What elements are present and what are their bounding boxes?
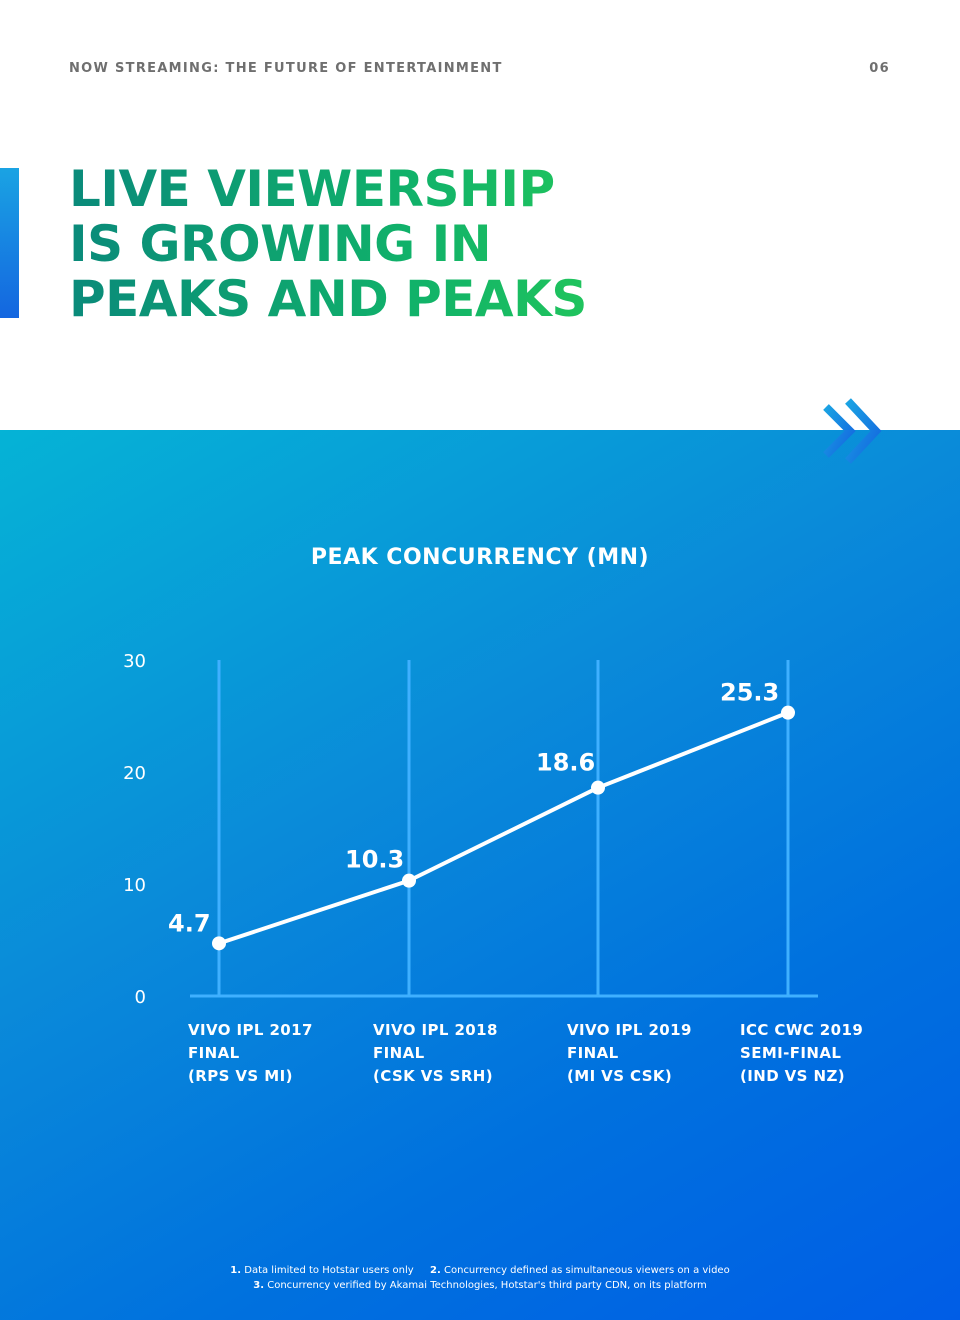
footnote-row-1: 1. Data limited to Hotstar users only 2.… bbox=[0, 1263, 960, 1278]
data-label-3: 18.6 bbox=[536, 749, 595, 777]
footnote-row-2: 3. Concurrency verified by Akamai Techno… bbox=[0, 1278, 960, 1293]
data-point-3 bbox=[591, 780, 605, 795]
x-category-label-2-line-3: (CSK VS SRH) bbox=[373, 1067, 493, 1085]
x-category-label-1-line-3: (RPS VS MI) bbox=[188, 1067, 293, 1085]
x-category-label-3: VIVO IPL 2019 FINAL (MI VS CSK) bbox=[567, 1019, 692, 1088]
x-category-label-2-line-2: FINAL bbox=[373, 1044, 425, 1062]
footnote-3-text: Concurrency verified by Akamai Technolog… bbox=[267, 1280, 707, 1291]
x-category-label-3-line-1: VIVO IPL 2019 bbox=[567, 1021, 692, 1039]
x-category-label-4: ICC CWC 2019 SEMI-FINAL (IND VS NZ) bbox=[740, 1019, 863, 1088]
x-category-label-4-line-1: ICC CWC 2019 bbox=[740, 1021, 864, 1039]
y-tick-label-20: 20 bbox=[123, 763, 146, 784]
x-category-label-4-line-2: SEMI-FINAL bbox=[740, 1044, 842, 1062]
x-category-label-1-line-2: FINAL bbox=[188, 1044, 240, 1062]
y-tick-label-10: 10 bbox=[123, 875, 146, 896]
data-point-1 bbox=[212, 936, 226, 951]
y-tick-label-0: 0 bbox=[135, 987, 146, 1008]
x-category-label-3-line-3: (MI VS CSK) bbox=[567, 1067, 673, 1085]
x-category-label-1-line-1: VIVO IPL 2017 bbox=[188, 1021, 313, 1039]
data-label-2: 10.3 bbox=[345, 846, 404, 874]
data-label-1: 4.7 bbox=[168, 909, 211, 937]
page-number: 06 bbox=[869, 61, 890, 76]
series-line bbox=[218, 710, 789, 946]
footnote-2-number: 2. bbox=[430, 1265, 441, 1276]
y-tick-label-30: 30 bbox=[123, 651, 146, 672]
x-category-label-4-line-3: (IND VS NZ) bbox=[740, 1067, 845, 1085]
footnote-2-text: Concurrency defined as simultaneous view… bbox=[444, 1265, 730, 1276]
accent-bar bbox=[0, 168, 19, 318]
x-category-label-2: VIVO IPL 2018 FINAL (CSK VS SRH) bbox=[373, 1019, 498, 1088]
data-point-4 bbox=[781, 705, 795, 720]
footnote-1-text: Data limited to Hotstar users only bbox=[244, 1265, 414, 1276]
footnote-1-number: 1. bbox=[230, 1265, 242, 1276]
x-category-label-2-line-1: VIVO IPL 2018 bbox=[373, 1021, 498, 1039]
x-category-label-3-line-2: FINAL bbox=[567, 1044, 619, 1062]
footnotes: 1. Data limited to Hotstar users only 2.… bbox=[0, 1263, 960, 1293]
running-header: NOW STREAMING: THE FUTURE OF ENTERTAINME… bbox=[69, 61, 503, 76]
data-label-4: 25.3 bbox=[720, 679, 779, 707]
data-point-2 bbox=[402, 873, 416, 888]
footnote-3-number: 3. bbox=[253, 1280, 265, 1291]
double-chevron-right-icon bbox=[823, 398, 882, 464]
chart-panel bbox=[0, 430, 960, 1320]
x-category-label-1: VIVO IPL 2017 FINAL (RPS VS MI) bbox=[188, 1019, 313, 1088]
chart-title: PEAK CONCURRENCY (MN) bbox=[310, 545, 650, 570]
